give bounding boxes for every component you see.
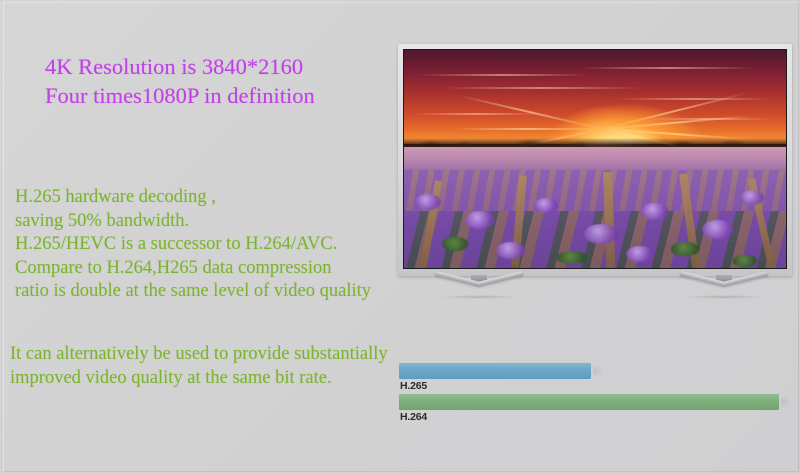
photo-flower-clump [465,211,496,230]
photo-horizon-treeline [404,138,786,150]
photo-flower-clump [533,198,558,214]
photo-cloud [648,117,771,120]
photo-flower-clump [415,193,442,210]
screen-photo-flower-field [404,50,786,268]
codec-info-line-1: H.265 hardware decoding , [15,187,216,207]
codec-comparison-bar-chart: H.265 H.264 [399,363,792,423]
tv-screen [403,49,787,269]
tv-stand-neck [471,275,487,284]
photo-cloud [442,87,641,90]
bitrate-note-text-block: It can alternatively be used to provide … [10,342,388,390]
bitrate-note-line-1: It can alternatively be used to provide … [10,344,388,364]
tv-stand-right [679,270,769,301]
photo-flower-clump [625,246,654,263]
photo-cloud [617,97,771,100]
television-display [398,44,792,312]
photo-field-mid [404,169,786,218]
codec-info-line-5: ratio is double at the same level of vid… [15,281,372,301]
photo-flower-clump [583,224,618,245]
photo-flower-clump [640,202,669,220]
bar-h265-end-marker [593,365,604,377]
bitrate-note-line-2: improved video quality at the same bit r… [10,368,332,388]
tv-stand-shadow [440,295,518,299]
photo-foliage-clump [442,237,469,252]
headline-line-2: Four times1080P in definition [45,83,315,108]
photo-flower-clump [740,189,765,205]
photo-cloud [411,113,542,116]
photo-flower-clump [701,220,734,240]
tv-stand-neck [716,275,732,284]
photo-foliage-clump [556,250,587,264]
photo-foliage-clump [732,254,757,267]
codec-info-line-3: H.265/HEVC is a successor to H.264/AVC. [15,234,338,254]
bar-h264-end-marker [781,396,792,408]
photo-cloud [579,67,756,70]
bar-h264 [399,394,780,410]
headline-text-block: 4K Resolution is 3840*2160 Four times108… [45,52,315,110]
codec-info-line-4: Compare to H.264,H265 data compression [15,257,332,278]
bar-label-h264: H.264 [400,411,428,423]
photo-foliage-clump [671,241,700,256]
photo-flower-clump [495,241,526,259]
tv-stand-left [434,270,524,301]
photo-cloud [419,73,588,76]
tv-bezel [398,44,792,276]
bar-h265 [399,363,592,379]
bar-label-h265: H.265 [400,380,428,392]
headline-line-1: 4K Resolution is 3840*2160 [45,54,304,79]
tv-stand-shadow [685,295,763,299]
codec-info-text-block: H.265 hardware decoding , saving 50% ban… [15,186,371,304]
codec-info-line-2: saving 50% bandwidth. [15,210,190,231]
